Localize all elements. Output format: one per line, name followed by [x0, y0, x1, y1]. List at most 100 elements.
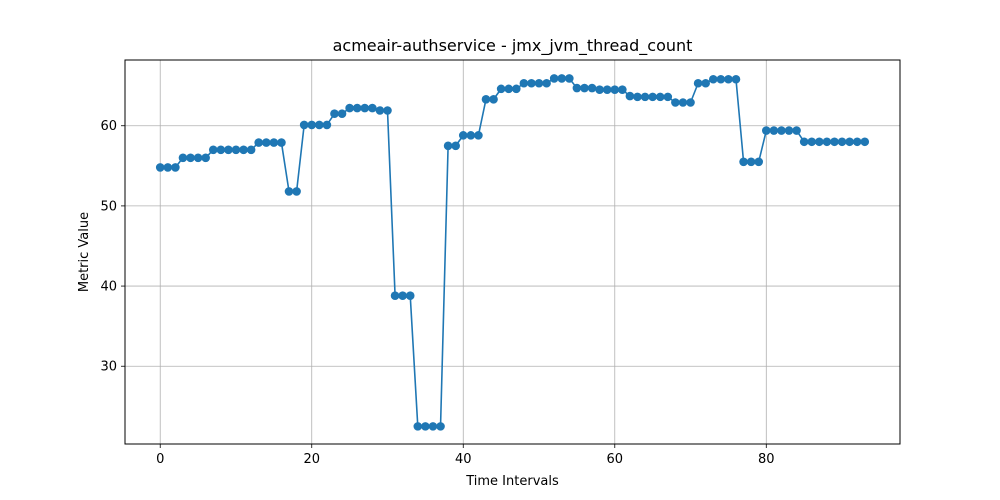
- data-point: [754, 157, 764, 167]
- data-point: [534, 78, 544, 88]
- data-point: [663, 92, 673, 102]
- data-point: [178, 153, 188, 163]
- data-point: [595, 85, 604, 94]
- data-point: [360, 103, 370, 113]
- data-point: [724, 74, 733, 84]
- data-point: [519, 78, 529, 88]
- data-point: [648, 92, 657, 102]
- y-tick-label: 40: [100, 280, 117, 295]
- data-point: [504, 84, 514, 94]
- data-point: [231, 145, 241, 155]
- data-point: [807, 137, 817, 147]
- data-point: [368, 103, 377, 113]
- data-point: [261, 138, 271, 147]
- data-point: [216, 145, 226, 155]
- data-point: [618, 85, 627, 94]
- data-point: [481, 94, 491, 104]
- data-point: [837, 137, 847, 147]
- data-point: [390, 291, 400, 300]
- data-point: [299, 120, 309, 130]
- data-point: [239, 145, 248, 155]
- data-point: [474, 131, 483, 140]
- data-point: [254, 138, 264, 147]
- data-point: [716, 74, 726, 84]
- data-point: [330, 109, 339, 119]
- data-point: [739, 157, 748, 167]
- data-point: [777, 126, 786, 135]
- x-tick-label: 60: [606, 452, 623, 467]
- data-point: [542, 78, 551, 88]
- data-point: [421, 422, 430, 431]
- x-tick-label: 0: [156, 452, 164, 467]
- data-point: [731, 74, 741, 84]
- y-axis: 30 40 50 60: [100, 119, 125, 375]
- data-point: [769, 126, 779, 135]
- data-point: [557, 74, 567, 83]
- data-point: [610, 85, 620, 94]
- data-point: [860, 137, 870, 147]
- data-point: [277, 138, 286, 147]
- data-point: [224, 145, 233, 155]
- y-tick-label: 60: [100, 119, 117, 134]
- data-point: [208, 145, 218, 155]
- data-point: [686, 98, 695, 107]
- data-point: [284, 187, 294, 196]
- data-point: [436, 422, 445, 431]
- data-point: [511, 84, 521, 94]
- data-point: [565, 74, 574, 83]
- data-point: [633, 92, 642, 102]
- data-point: [830, 137, 839, 147]
- data-point: [322, 120, 332, 130]
- data-point: [784, 126, 794, 135]
- data-point: [671, 98, 680, 107]
- data-point: [549, 74, 559, 83]
- data-point: [246, 145, 256, 155]
- data-point: [155, 163, 165, 172]
- x-axis-title: Time Intervals: [465, 474, 559, 489]
- data-point: [171, 163, 180, 172]
- data-point: [398, 291, 407, 300]
- data-point: [163, 163, 173, 172]
- plot-frame: [124, 59, 901, 445]
- data-point: [315, 120, 324, 130]
- data-point: [496, 84, 506, 94]
- data-series: [155, 74, 870, 431]
- data-point: [708, 74, 718, 84]
- data-point: [337, 109, 347, 119]
- data-point: [693, 78, 703, 88]
- data-point: [822, 137, 832, 147]
- data-point: [345, 103, 354, 113]
- data-point: [489, 94, 498, 104]
- data-point: [625, 91, 635, 101]
- data-point: [655, 92, 665, 102]
- x-tick-label: 80: [758, 452, 775, 467]
- data-point: [413, 422, 423, 431]
- x-tick-label: 20: [303, 452, 320, 467]
- data-point: [458, 131, 468, 140]
- data-point: [375, 106, 385, 115]
- data-point: [640, 92, 650, 102]
- data-point: [269, 138, 279, 147]
- data-point: [572, 83, 582, 93]
- data-point: [186, 153, 195, 163]
- x-tick-label: 40: [455, 452, 472, 467]
- y-tick-label: 50: [100, 199, 117, 214]
- data-point: [746, 157, 756, 167]
- data-point: [201, 153, 210, 163]
- data-point: [815, 137, 824, 147]
- data-point: [678, 98, 688, 107]
- data-point: [466, 131, 476, 140]
- chart-title: acmeair-authservice - jmx_jvm_thread_cou…: [333, 36, 693, 56]
- data-point: [443, 141, 453, 151]
- data-point: [428, 422, 438, 431]
- data-point: [292, 187, 301, 196]
- data-point: [701, 78, 710, 88]
- data-point: [852, 137, 862, 147]
- data-point: [405, 291, 415, 300]
- data-point: [587, 83, 597, 93]
- data-point: [193, 153, 203, 163]
- data-point: [761, 126, 771, 135]
- data-point: [352, 103, 362, 113]
